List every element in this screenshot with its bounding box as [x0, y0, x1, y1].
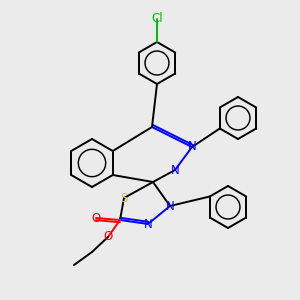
Text: N: N — [188, 140, 196, 154]
Text: O: O — [92, 212, 100, 224]
Text: Cl: Cl — [151, 13, 163, 26]
Text: S: S — [120, 191, 128, 205]
Text: N: N — [171, 164, 179, 176]
Text: N: N — [166, 200, 174, 212]
Text: N: N — [144, 218, 152, 230]
Text: O: O — [103, 230, 112, 244]
